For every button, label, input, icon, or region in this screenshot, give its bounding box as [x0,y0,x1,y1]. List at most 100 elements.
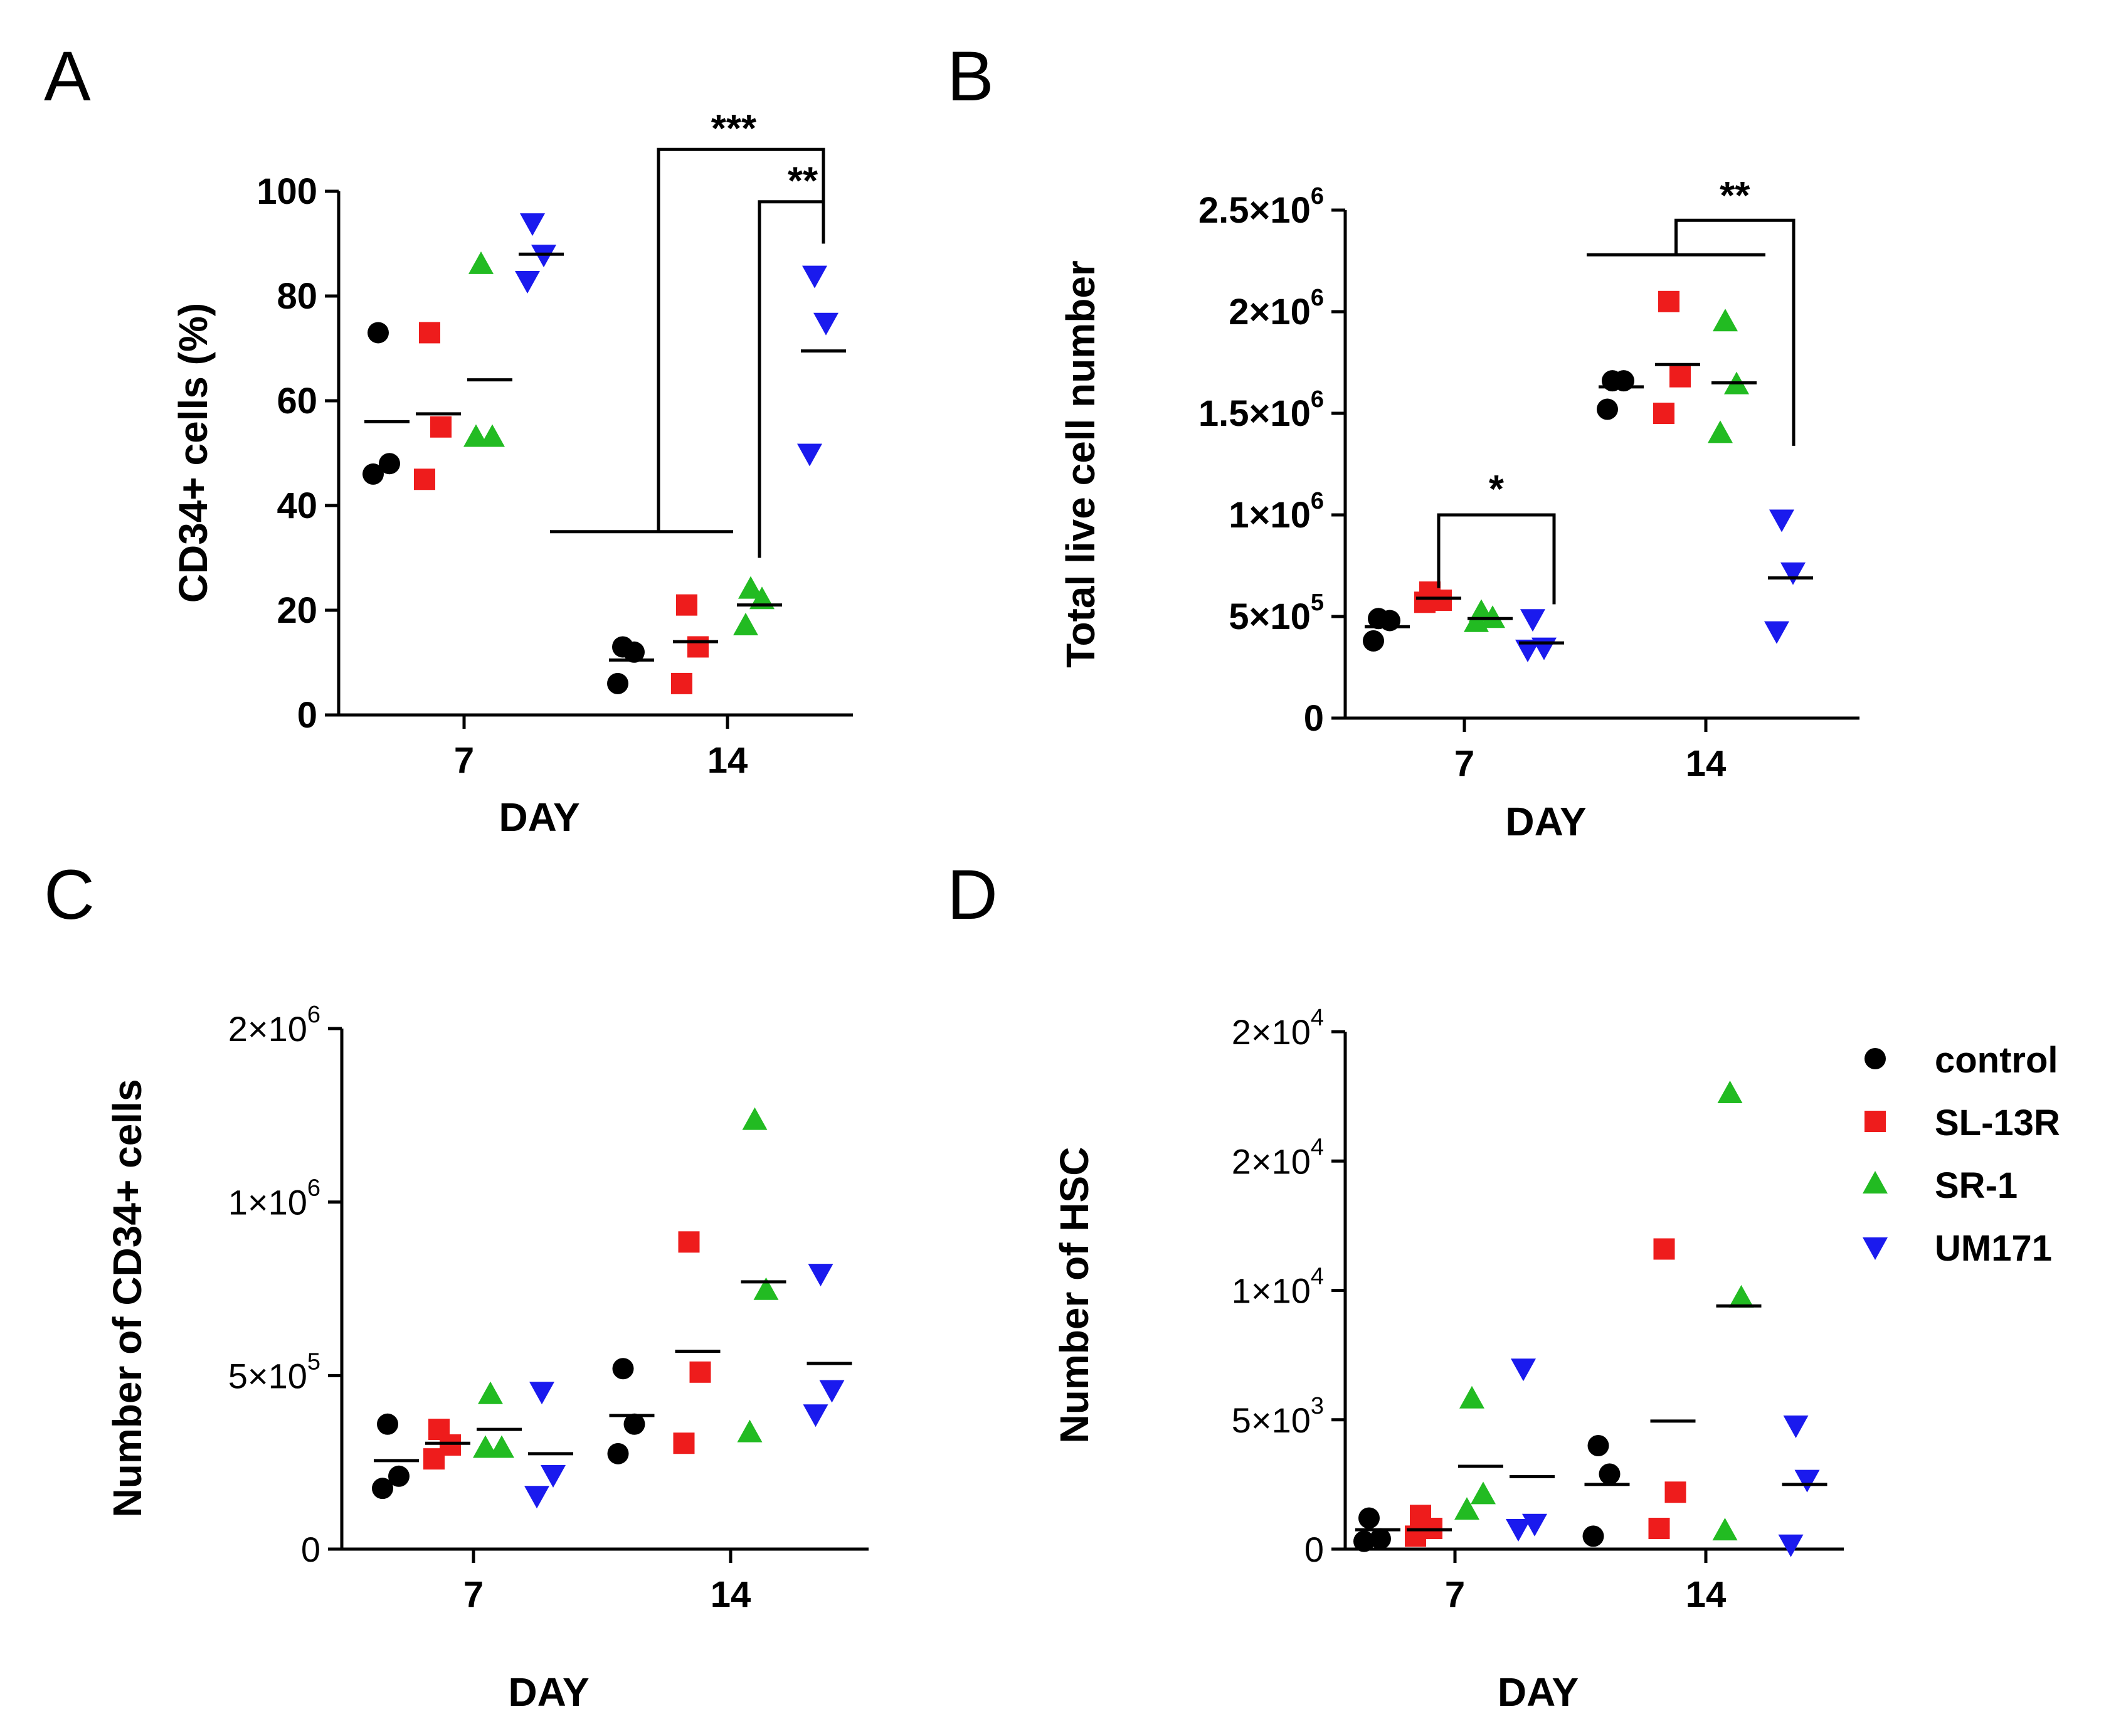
y-tick-label-base: 1.5×10 [1198,393,1311,434]
data-point-um171 [808,1264,833,1287]
y-tick-label-base: 2.5×10 [1198,190,1311,231]
data-point-um171 [802,265,827,288]
data-point-sl-13r [430,416,452,438]
x-tick-label: 14 [1686,743,1727,784]
y-tick-label-base: 5×10 [1229,596,1311,637]
data-point-um171 [529,1382,554,1405]
legend-label: control [1935,1040,2058,1081]
y-tick-label-base: 0 [301,1530,320,1569]
data-point-um171 [515,270,540,294]
data-point-um171 [813,312,838,336]
data-point-control [612,1358,634,1380]
y-tick-label: 1.5×106 [1198,386,1324,434]
y-tick-label-exponent: 6 [307,1175,320,1202]
y-tick-label: 1×106 [228,1175,320,1222]
data-point-um171 [520,213,545,236]
data-point-sr-1 [1712,1518,1738,1541]
data-point-sr-1 [1464,609,1489,632]
data-point-sr-1 [473,1435,498,1458]
data-point-sr-1 [1459,1385,1484,1409]
data-point-sr-1 [1728,1284,1754,1308]
data-point-sr-1 [738,576,763,599]
y-axis-title: Number of HSC [1052,1147,1097,1444]
data-point-control [388,1465,410,1487]
significance-label: *** [711,107,757,151]
panel-letter: B [947,37,994,115]
y-tick-label: 100 [257,171,317,212]
y-tick-label: 5×105 [228,1348,320,1395]
data-point-sr-1 [468,251,494,274]
x-axis-title: DAY [508,1670,589,1715]
significance-label: * [1489,468,1505,511]
y-tick-label: 20 [277,590,317,631]
x-axis-title: DAY [499,795,579,840]
data-point-control [1587,1435,1609,1456]
data-point-control [607,672,628,694]
data-point-um171 [1780,562,1806,585]
panel-letter: A [44,37,91,115]
y-tick-label-base: 2×10 [228,1009,307,1049]
y-tick-label-base: 5×10 [228,1356,307,1395]
legend-label: SL-13R [1935,1103,2060,1143]
data-point-um171 [1506,1519,1531,1542]
data-point-control [1363,630,1384,652]
data-point-um171 [1515,639,1540,662]
data-point-um171 [1511,1358,1536,1382]
y-tick-label-base: 1×10 [228,1183,307,1222]
data-point-control [362,463,384,485]
x-tick-label: 14 [707,740,748,781]
y-tick-label: 0 [1304,1530,1324,1569]
data-point-um171 [1783,1416,1809,1438]
x-tick-label: 7 [1445,1574,1465,1615]
data-point-um171 [803,1404,828,1427]
data-point-control [1599,1463,1621,1485]
y-tick-label-exponent: 5 [1311,590,1324,616]
y-tick-label-base: 0 [1304,1530,1324,1569]
data-point-control [1597,398,1618,420]
y-tick-label: 2×104 [1232,1134,1324,1181]
data-point-um171 [797,443,822,467]
x-tick-label: 7 [463,1574,484,1615]
data-point-sl-13r [678,1231,700,1253]
y-tick-label: 0 [297,695,317,736]
data-point-control [623,1413,645,1435]
x-tick-label: 7 [1454,743,1474,784]
y-tick-label-base: 2×10 [1232,1141,1311,1181]
y-tick-label-exponent: 4 [1311,1134,1324,1160]
data-point-control [1353,1530,1375,1552]
y-tick-label-base: 1×10 [1232,1271,1311,1311]
y-tick-label: 1×104 [1232,1264,1324,1311]
y-tick-label-base: 1×10 [1229,495,1311,536]
data-point-sr-1 [1713,309,1738,332]
x-axis-title: DAY [1505,799,1586,844]
data-point-sl-13r [414,468,435,490]
y-tick-label-exponent: 4 [1311,1264,1324,1290]
legend: control SL-13R SR-1 UM171 [1863,1040,2060,1269]
data-point-sr-1 [1717,1081,1743,1103]
data-point-sr-1 [489,1435,514,1458]
data-point-sl-13r [1414,591,1436,613]
data-point-control [368,322,389,344]
data-point-um171 [1764,621,1789,644]
legend-label: UM171 [1935,1228,2052,1269]
y-axis-title: Number of CD34+ cells [105,1079,150,1518]
legend-marker-um171 [1863,1237,1888,1260]
data-point-sl-13r [687,636,709,658]
data-point-sl-13r [1648,1518,1670,1539]
panel-letter: C [44,855,95,934]
y-tick-label-exponent: 6 [1311,488,1324,514]
significance-label: ** [1720,174,1750,218]
data-point-control [372,1478,393,1500]
data-point-sr-1 [1708,420,1733,443]
y-tick-label: 0 [1304,698,1324,739]
y-tick-label-exponent: 6 [1311,183,1324,209]
data-point-sl-13r [1658,290,1679,312]
y-tick-label-exponent: 4 [1311,1005,1324,1031]
data-point-control [379,453,400,475]
y-tick-label-base: 5×10 [1232,1400,1311,1440]
data-point-control [1370,1528,1391,1550]
y-tick-label-exponent: 6 [1311,285,1324,311]
y-tick-label-exponent: 6 [307,1002,320,1028]
